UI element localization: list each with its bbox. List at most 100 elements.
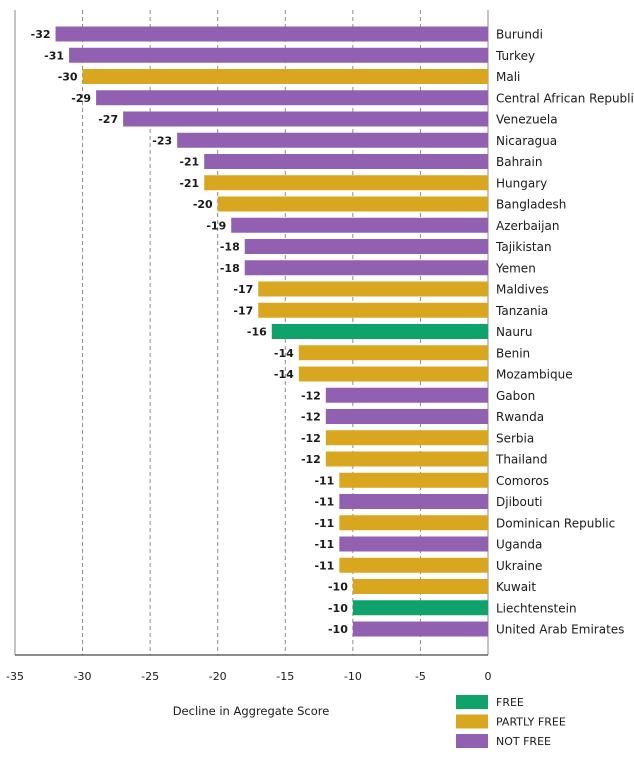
bar	[271, 324, 488, 339]
country-label: Rwanda	[496, 410, 544, 424]
bar-value-label: -11	[314, 517, 334, 530]
bar	[339, 494, 488, 509]
country-label: Venezuela	[496, 113, 558, 127]
country-label: Tanzania	[495, 304, 548, 318]
country-label: United Arab Emirates	[496, 623, 624, 637]
bar	[352, 600, 488, 616]
bar	[244, 260, 488, 276]
bar	[339, 536, 488, 552]
country-label: Serbia	[496, 431, 534, 445]
bar-value-label: -17	[233, 304, 253, 317]
bar	[325, 387, 488, 403]
country-label: Yemen	[495, 261, 536, 275]
country-label: Kuwait	[496, 580, 536, 594]
bar	[204, 154, 488, 169]
x-tick-label: -10	[344, 670, 362, 683]
bar-value-label: -10	[328, 623, 348, 636]
bar	[82, 69, 489, 84]
bar-value-label: -27	[98, 113, 118, 126]
bar-value-label: -31	[44, 49, 64, 62]
bar	[298, 345, 488, 361]
bar-value-label: -12	[301, 411, 321, 424]
bar	[352, 579, 488, 594]
x-tick-label: -15	[276, 670, 294, 683]
bar-value-label: -14	[274, 347, 294, 360]
legend-swatch	[456, 714, 488, 729]
legend: FREE PARTLY FREE NOT FREE	[456, 695, 566, 748]
country-label: Gabon	[496, 389, 535, 403]
country-label: Maldives	[496, 283, 549, 297]
legend-label: NOT FREE	[496, 735, 551, 748]
country-label: Nicaragua	[496, 134, 557, 148]
country-label: Nauru	[496, 325, 532, 339]
bars-group: -32 Burundi -31 Turkey -30 Mali -29 Central Afr…	[31, 26, 634, 637]
bar-value-label: -12	[301, 432, 321, 445]
bar	[244, 239, 488, 254]
bar-value-label: -12	[301, 389, 321, 402]
bar-value-label: -23	[152, 134, 172, 147]
bar-value-label: -16	[247, 326, 267, 339]
bar	[55, 26, 489, 42]
country-label: Liechtenstein	[496, 601, 577, 615]
bar	[339, 515, 488, 531]
country-label: Mozambique	[496, 368, 573, 382]
bar-value-label: -11	[314, 474, 334, 487]
bar	[123, 111, 488, 127]
x-axis-title: Decline in Aggregate Score	[173, 704, 330, 718]
x-axis: -35 -30 -25 -20 -15 -10 -5 0	[6, 654, 492, 683]
country-label: Burundi	[496, 28, 543, 42]
legend-label: FREE	[496, 696, 524, 709]
bar	[231, 217, 488, 233]
bar	[258, 302, 488, 318]
bar	[177, 132, 488, 148]
country-label: Dominican Republic	[496, 516, 615, 530]
bar	[258, 281, 488, 297]
bar-value-label: -18	[220, 241, 240, 254]
legend-swatch	[456, 734, 488, 748]
country-label: Tajikistan	[495, 240, 552, 254]
bar-value-label: -10	[328, 581, 348, 594]
country-label: Central African Republic	[496, 91, 634, 105]
x-tick-label: -30	[74, 670, 92, 683]
bar-value-label: -18	[220, 262, 240, 275]
bar	[352, 621, 488, 637]
bar-value-label: -11	[314, 496, 334, 509]
legend-label: PARTLY FREE	[496, 716, 566, 729]
bar	[96, 90, 488, 106]
country-label: Comoros	[496, 474, 549, 488]
x-tick-label: -25	[141, 670, 159, 683]
bar-value-label: -11	[314, 559, 334, 572]
country-label: Uganda	[496, 538, 542, 552]
country-label: Thailand	[495, 453, 548, 467]
bar-value-label: -32	[31, 28, 51, 41]
bar	[339, 557, 488, 573]
bar-value-label: -10	[328, 602, 348, 615]
bar	[325, 409, 488, 424]
country-label: Hungary	[496, 176, 547, 190]
country-label: Bahrain	[496, 155, 542, 169]
x-tick-label: -5	[415, 670, 426, 683]
bar	[325, 451, 488, 467]
bar-value-label: -20	[193, 198, 213, 211]
country-label: Benin	[496, 346, 530, 360]
x-tick-label: -35	[6, 670, 24, 683]
bar	[69, 47, 489, 63]
country-label: Djibouti	[496, 495, 543, 509]
legend-swatch	[456, 695, 488, 709]
x-tick-label: 0	[485, 670, 492, 683]
bar	[325, 430, 488, 446]
bar-value-label: -19	[206, 219, 226, 232]
bar	[298, 366, 488, 382]
country-label: Ukraine	[496, 559, 542, 573]
country-label: Turkey	[495, 49, 535, 63]
bar-value-label: -17	[233, 283, 253, 296]
bar-value-label: -11	[314, 538, 334, 551]
bar-value-label: -12	[301, 453, 321, 466]
bar	[339, 472, 488, 488]
bar-value-label: -14	[274, 368, 294, 381]
bar-value-label: -30	[58, 71, 78, 84]
bar-value-label: -21	[179, 156, 199, 169]
country-label: Bangladesh	[496, 198, 566, 212]
country-label: Mali	[496, 70, 520, 84]
